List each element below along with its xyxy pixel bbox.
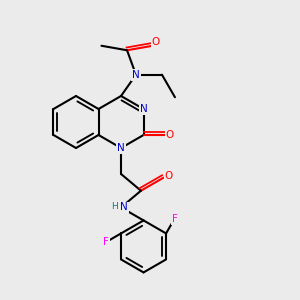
Text: O: O [164,171,172,181]
Text: N: N [132,70,140,80]
Text: N: N [117,143,125,153]
Text: O: O [152,37,160,47]
Text: F: F [103,237,109,247]
Text: F: F [172,214,178,224]
Text: N: N [140,104,147,114]
Text: O: O [166,130,174,140]
Text: N: N [120,202,128,212]
Text: H: H [111,202,117,211]
